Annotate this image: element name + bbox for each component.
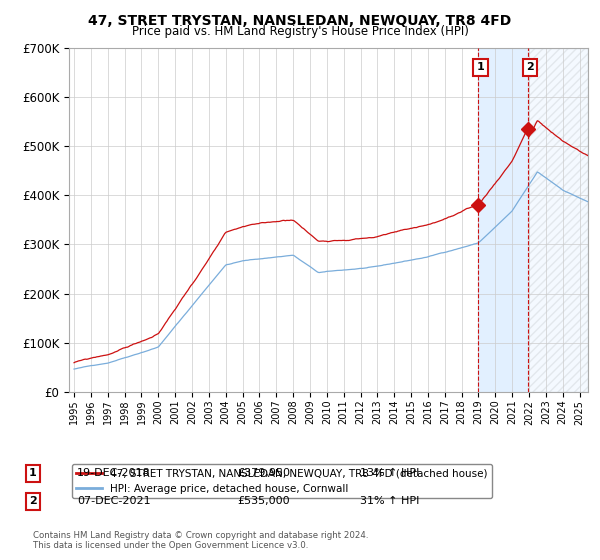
- Bar: [478, 48, 527, 392]
- Text: 07-DEC-2021: 07-DEC-2021: [77, 496, 151, 506]
- Text: £535,000: £535,000: [238, 496, 290, 506]
- Text: Contains HM Land Registry data © Crown copyright and database right 2024.
This d: Contains HM Land Registry data © Crown c…: [33, 530, 368, 550]
- Text: 1: 1: [476, 62, 484, 72]
- Bar: [527, 48, 588, 392]
- Text: £379,950: £379,950: [238, 468, 290, 478]
- Text: 31% ↑ HPI: 31% ↑ HPI: [361, 496, 419, 506]
- Text: 13% ↑ HPI: 13% ↑ HPI: [361, 468, 419, 478]
- Legend: 47, STRET TRYSTAN, NANSLEDAN, NEWQUAY, TR8 4FD (detached house), HPI: Average pr: 47, STRET TRYSTAN, NANSLEDAN, NEWQUAY, T…: [71, 464, 492, 498]
- Bar: [527, 48, 588, 392]
- Text: 2: 2: [29, 496, 37, 506]
- Text: 2: 2: [526, 62, 534, 72]
- Bar: [527, 48, 588, 392]
- Text: 1: 1: [29, 468, 37, 478]
- Text: 19-DEC-2018: 19-DEC-2018: [77, 468, 151, 478]
- Text: 47, STRET TRYSTAN, NANSLEDAN, NEWQUAY, TR8 4FD: 47, STRET TRYSTAN, NANSLEDAN, NEWQUAY, T…: [88, 14, 512, 28]
- Text: Price paid vs. HM Land Registry's House Price Index (HPI): Price paid vs. HM Land Registry's House …: [131, 25, 469, 38]
